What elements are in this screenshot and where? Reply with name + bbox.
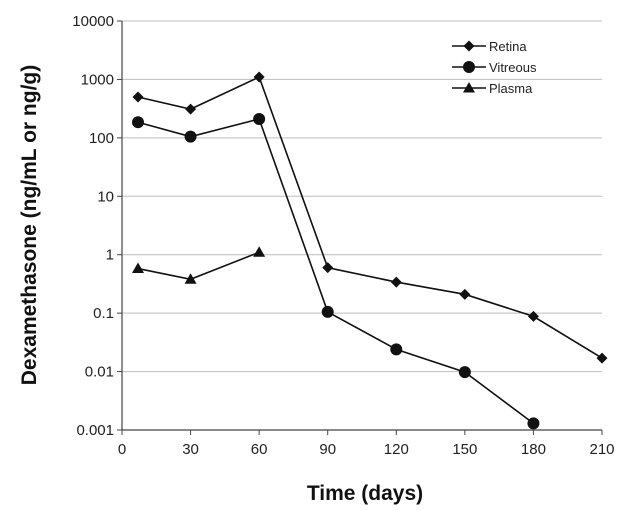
vitreous-point (527, 417, 540, 430)
legend-marker-vitreous (463, 61, 475, 73)
vitreous-point (184, 130, 197, 143)
vitreous-point (458, 366, 471, 379)
gridlines (122, 20, 602, 373)
y-axis-title: Dexamethasone (ng/mL or ng/g) (18, 65, 41, 386)
series-layer (132, 71, 608, 430)
y-tick-label: 10000 (72, 13, 114, 30)
plasma-line (137, 251, 260, 281)
x-tick-label: 210 (589, 441, 614, 458)
plasma-point (132, 262, 144, 274)
y-tick-label: 100 (89, 130, 114, 147)
y-tick-label: 0.1 (93, 305, 114, 322)
legend-item-retina: Retina (452, 39, 527, 54)
axes (117, 20, 603, 435)
y-tick-labels: 0.001 0.01 0.1 1 10 100 1000 10000 (72, 13, 114, 439)
x-tick-label: 150 (452, 441, 477, 458)
x-tick-label: 180 (521, 441, 546, 458)
y-tick-label: 10 (97, 188, 114, 205)
retina-point (596, 352, 608, 364)
retina-point (253, 71, 265, 83)
legend-marker-retina (463, 40, 475, 52)
legend-label: Retina (489, 39, 527, 54)
legend: Retina Vitreous Plasma (452, 39, 537, 96)
vitreous-line (137, 118, 534, 424)
retina-point (185, 103, 197, 115)
plasma-point (253, 246, 266, 257)
series-vitreous (132, 113, 540, 430)
legend-item-plasma: Plasma (452, 81, 533, 96)
retina-point (527, 310, 539, 322)
vitreous-point (321, 305, 334, 318)
retina-point (322, 262, 334, 274)
y-tick-label: 0.001 (76, 422, 114, 439)
x-tick-labels: 0 30 60 90 120 150 180 210 (118, 441, 615, 458)
retina-line (137, 75, 603, 359)
legend-item-vitreous: Vitreous (452, 60, 537, 75)
series-plasma (132, 246, 266, 284)
legend-marker-plasma (463, 82, 475, 93)
legend-label: Plasma (489, 81, 533, 96)
x-tick-label: 0 (118, 441, 126, 458)
vitreous-point (390, 343, 403, 356)
x-tick-label: 30 (182, 441, 199, 458)
y-tick-label: 0.01 (85, 364, 114, 381)
retina-point (132, 91, 144, 103)
y-tick-label: 1000 (81, 71, 114, 88)
vitreous-point (253, 113, 266, 126)
vitreous-point (132, 116, 144, 129)
y-tick-label: 1 (106, 247, 114, 264)
x-axis-title: Time (days) (307, 482, 423, 505)
x-tick-label: 60 (251, 441, 268, 458)
series-retina (132, 71, 608, 364)
x-tick-label: 90 (319, 441, 336, 458)
plasma-point (184, 273, 197, 284)
retina-point (390, 276, 402, 288)
retina-point (459, 288, 471, 300)
x-tick-label: 120 (384, 441, 409, 458)
legend-label: Vitreous (489, 60, 537, 75)
